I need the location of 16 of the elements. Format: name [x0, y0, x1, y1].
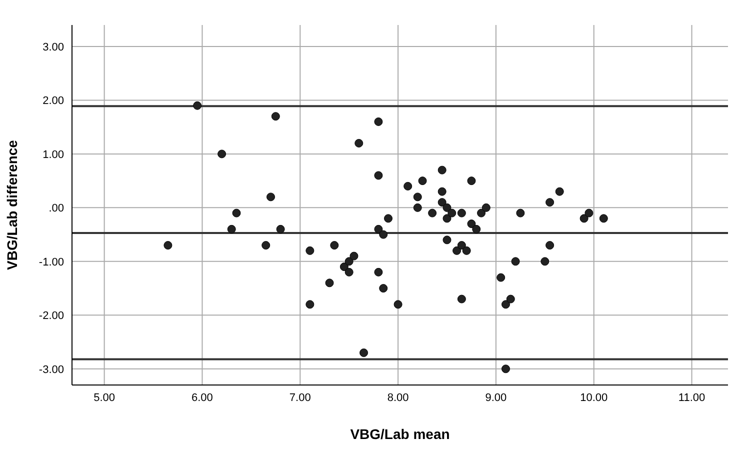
x-tick-label: 11.00 [678, 392, 706, 404]
x-tick-label: 7.00 [289, 392, 311, 404]
y-tick-label: -2.00 [38, 310, 64, 322]
y-tick-label: 3.00 [42, 41, 64, 54]
x-tick-label: 10.00 [580, 392, 608, 404]
y-tick-label: .00 [48, 202, 64, 215]
y-tick-label: 1.00 [42, 148, 64, 161]
x-tick-label: 6.00 [192, 392, 213, 404]
x-axis-title: VBG/Lab mean [350, 426, 450, 442]
x-tick-label: 9.00 [485, 392, 507, 404]
y-tick-label: -1.00 [38, 256, 64, 268]
y-axis-title: VBG/Lab difference [4, 140, 20, 270]
x-tick-label: 8.00 [387, 392, 409, 404]
x-tick-label: 5.00 [94, 392, 116, 404]
y-tick-label: 2.00 [42, 95, 64, 108]
y-tick-label: -3.00 [38, 364, 64, 376]
